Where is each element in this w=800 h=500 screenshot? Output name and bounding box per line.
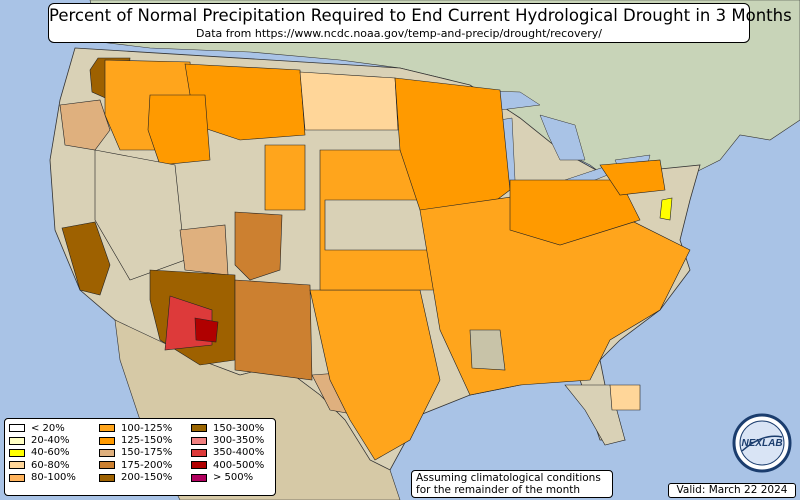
legend-swatch bbox=[99, 424, 115, 433]
region-northeast-orange bbox=[599, 159, 666, 196]
legend-item: 400-500% bbox=[191, 459, 264, 471]
legend-swatch bbox=[191, 473, 207, 482]
legend-item: < 20% bbox=[9, 422, 76, 434]
region-wyoming bbox=[264, 144, 306, 211]
legend-item: 200-150% bbox=[99, 472, 172, 484]
legend-item: 20-40% bbox=[9, 434, 76, 446]
legend-swatch bbox=[191, 424, 207, 433]
svg-text:NEXLAB: NEXLAB bbox=[741, 438, 782, 449]
legend-swatch bbox=[191, 461, 207, 470]
lake-huron bbox=[539, 114, 586, 161]
legend-swatch bbox=[99, 473, 115, 482]
legend-swatch bbox=[99, 461, 115, 470]
legend-item: 40-60% bbox=[9, 447, 76, 459]
assumption-note: Assuming climatological conditions for t… bbox=[411, 470, 613, 498]
valid-date: Valid: March 22 2024 bbox=[668, 483, 796, 498]
legend-item: 350-400% bbox=[191, 447, 264, 459]
legend-item: > 500% bbox=[191, 472, 264, 484]
title-box: Percent of Normal Precipitation Required… bbox=[48, 3, 792, 43]
legend-item: 60-80% bbox=[9, 459, 76, 471]
legend-swatch bbox=[9, 461, 25, 470]
legend-item: 175-200% bbox=[99, 459, 172, 471]
region-colorado-brown bbox=[234, 211, 283, 281]
legend-item: 80-100% bbox=[9, 472, 76, 484]
legend-swatch bbox=[191, 448, 207, 457]
legend-swatch bbox=[9, 424, 25, 433]
legend-swatch bbox=[99, 448, 115, 457]
region-florida bbox=[564, 384, 626, 446]
legend-swatch bbox=[9, 436, 25, 445]
nexlab-logo-icon: NEXLAB bbox=[732, 413, 792, 473]
legend: < 20% 20-40% 40-60% 60-80% 80-100% 100-1… bbox=[4, 418, 276, 496]
region-dakota-light bbox=[299, 71, 399, 131]
region-texas-orange bbox=[309, 289, 441, 461]
legend-item: 150-175% bbox=[99, 447, 172, 459]
legend-swatch bbox=[191, 436, 207, 445]
region-oregon-tan bbox=[59, 99, 111, 151]
legend-item: 100-125% bbox=[99, 422, 172, 434]
legend-swatch bbox=[99, 436, 115, 445]
region-utah-tan bbox=[179, 224, 229, 276]
legend-swatch bbox=[9, 473, 25, 482]
region-mississippi-gray bbox=[469, 329, 506, 371]
legend-item: 300-350% bbox=[191, 434, 264, 446]
legend-item: 150-300% bbox=[191, 422, 264, 434]
region-idaho bbox=[147, 94, 211, 166]
region-california-brown bbox=[61, 221, 111, 296]
region-nevada bbox=[94, 149, 186, 281]
region-ohio-valley bbox=[509, 179, 641, 246]
map-subtitle: Data from https://www.ncdc.noaa.gov/temp… bbox=[196, 27, 602, 40]
legend-swatch bbox=[9, 448, 25, 457]
region-newmexico bbox=[234, 279, 313, 381]
region-florida-light bbox=[609, 384, 641, 411]
region-maryland bbox=[659, 197, 673, 221]
region-arizona-darkred bbox=[194, 317, 219, 343]
legend-item: 125-150% bbox=[99, 434, 172, 446]
map-title: Percent of Normal Precipitation Required… bbox=[49, 6, 792, 25]
